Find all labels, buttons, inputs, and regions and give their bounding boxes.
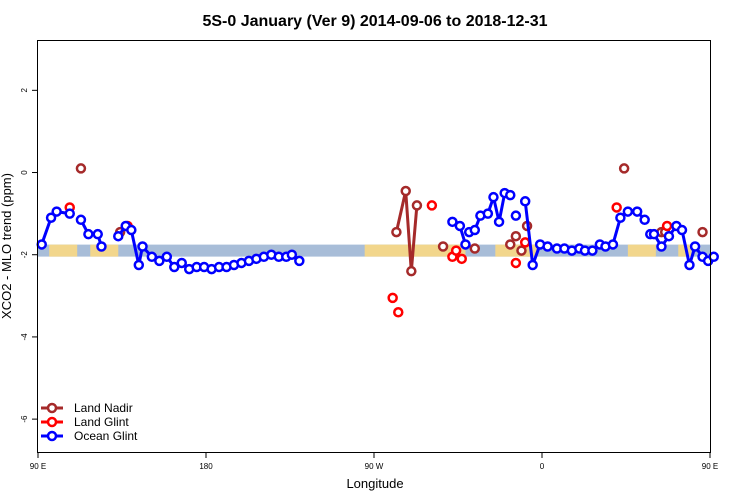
data-point-ocean-glint (469, 224, 481, 236)
data-point-land-nadir (697, 226, 708, 238)
data-point-ocean-glint (519, 196, 531, 207)
data-point-ocean-glint (460, 239, 471, 250)
data-point-ocean-glint (36, 239, 47, 250)
data-point-ocean-glint (133, 259, 145, 271)
series-layer (36, 163, 719, 318)
data-point-ocean-glint (639, 214, 650, 226)
data-point-ocean-glint (527, 259, 538, 271)
legend: Land Nadir Land Glint Ocean Glint (41, 401, 138, 443)
x-tick-label: 90 E (702, 462, 718, 471)
legend-item-land-nadir: Land Nadir (41, 401, 133, 415)
data-point-ocean-glint (96, 241, 107, 252)
data-point-ocean-glint (51, 206, 62, 217)
data-point-ocean-glint (631, 206, 643, 217)
data-point-ocean-glint (542, 241, 553, 252)
data-point-land-glint (611, 202, 622, 213)
data-point-land-nadir (469, 243, 481, 254)
data-point-ocean-glint (154, 255, 165, 267)
data-point-ocean-glint (689, 241, 701, 252)
data-point-ocean-glint (137, 241, 148, 252)
legend-label-ocean-glint: Ocean Glint (74, 429, 138, 443)
data-point-land-nadir (437, 241, 449, 252)
data-point-land-nadir (406, 265, 417, 277)
x-axis-label: Longitude (346, 476, 403, 491)
data-point-ocean-glint (176, 257, 187, 269)
x-tick-label: 180 (199, 462, 213, 471)
data-point-land-glint (393, 307, 404, 318)
data-point-ocean-glint (482, 208, 494, 219)
data-point-land-nadir (505, 239, 516, 250)
data-point-land-glint (450, 245, 462, 256)
data-point-ocean-glint (648, 228, 660, 240)
y-axis-label: XCO2 - MLO trend (ppm) (0, 173, 14, 319)
y-tick-label: 2 (20, 88, 29, 93)
band-land (495, 244, 537, 257)
x-axis: 90 E 180 90 W 0 90 E (30, 452, 718, 471)
y-tick-label: -2 (20, 251, 29, 259)
series-line-land-nadir (394, 189, 419, 273)
series-ocean-glint (36, 187, 719, 275)
data-point-ocean-glint (83, 228, 94, 240)
data-point-land-nadir (516, 245, 527, 256)
legend-item-ocean-glint: Ocean Glint (41, 429, 138, 443)
y-tick-label: -4 (20, 333, 29, 341)
data-point-ocean-glint (684, 259, 695, 271)
data-point-land-nadir (618, 163, 630, 174)
data-point-ocean-glint (294, 255, 305, 267)
data-point-ocean-glint (510, 210, 522, 221)
data-point-ocean-glint (75, 214, 87, 226)
data-point-ocean-glint (286, 249, 298, 260)
data-point-land-nadir (411, 200, 423, 211)
band-land (364, 244, 466, 257)
chart-title: 5S-0 January (Ver 9) 2014-09-06 to 2018-… (202, 13, 547, 30)
data-point-land-nadir (391, 226, 402, 238)
data-point-ocean-glint (169, 261, 180, 273)
data-point-ocean-glint (587, 245, 598, 256)
y-tick-label: 0 (20, 170, 29, 175)
data-point-land-glint (456, 253, 467, 265)
data-point-land-glint (661, 220, 673, 232)
data-point-ocean-glint (663, 230, 675, 242)
data-point-ocean-glint (622, 206, 634, 217)
data-point-land-nadir (400, 185, 411, 197)
data-point-ocean-glint (607, 239, 619, 250)
data-point-ocean-glint (493, 216, 505, 228)
data-point-ocean-glint (676, 224, 688, 236)
data-point-ocean-glint (92, 228, 103, 240)
data-point-ocean-glint (45, 212, 57, 223)
x-tick-label: 90 E (30, 462, 46, 471)
data-point-ocean-glint (113, 230, 124, 242)
legend-label-land-nadir: Land Nadir (74, 401, 133, 415)
data-point-ocean-glint (447, 216, 458, 228)
data-point-land-nadir (75, 163, 87, 174)
data-point-ocean-glint (126, 224, 137, 236)
data-point-land-glint (510, 257, 522, 269)
band-land (49, 244, 78, 257)
data-point-land-glint (387, 292, 398, 304)
legend-item-land-glint: Land Glint (41, 415, 129, 429)
data-point-ocean-glint (64, 208, 75, 219)
data-point-ocean-glint (454, 220, 466, 232)
x-tick-label: 0 (540, 462, 545, 471)
data-point-land-glint (426, 200, 438, 211)
data-point-ocean-glint (505, 189, 516, 201)
data-point-land-nadir (510, 230, 522, 242)
band-land (678, 244, 692, 257)
data-point-ocean-glint (488, 191, 499, 203)
data-point-ocean-glint (708, 251, 719, 263)
data-point-land-glint (519, 237, 531, 248)
legend-label-land-glint: Land Glint (74, 415, 129, 429)
y-tick-label: -6 (20, 415, 29, 423)
data-point-ocean-glint (146, 251, 158, 263)
band-land (627, 244, 656, 257)
data-point-ocean-glint (161, 251, 173, 263)
data-point-ocean-glint (615, 212, 626, 223)
y-axis: 2 0 -2 -4 -6 (20, 88, 38, 423)
x-tick-label: 90 W (365, 462, 384, 471)
data-point-ocean-glint (656, 241, 667, 252)
